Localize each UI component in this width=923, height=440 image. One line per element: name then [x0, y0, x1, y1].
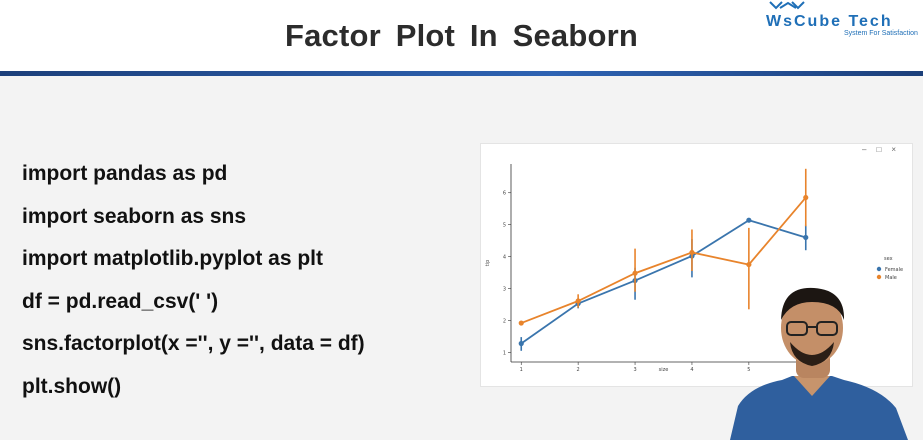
data-point — [632, 270, 638, 276]
logo-text: WsCube Tech — [766, 13, 893, 30]
maximize-button[interactable]: □ — [876, 145, 892, 154]
x-tick-label: 1 — [520, 367, 523, 373]
data-point — [803, 194, 809, 201]
legend-marker — [876, 266, 882, 272]
data-point — [689, 249, 695, 256]
close-button[interactable]: × — [891, 145, 906, 154]
data-point — [746, 261, 752, 268]
code-line: import pandas as pd — [22, 162, 228, 185]
y-tick-label: 2 — [503, 318, 506, 324]
code-line: import matplotlib.pyplot as plt — [22, 247, 323, 271]
window-controls: –□× — [862, 145, 906, 154]
legend-label: Female — [885, 267, 903, 273]
legend-label: Male — [885, 275, 897, 281]
series-line — [520, 219, 807, 345]
y-tick-label: 1 — [503, 350, 506, 356]
x-tick-label: 2 — [577, 367, 580, 373]
code-block: import pandas as pd import seaborn as sn… — [22, 160, 452, 416]
slide-header: Factor Plot In Seaborn WsCube Tech Syste… — [0, 0, 923, 76]
plot-window: –□× 123456123456sizetipsexFemaleMale — [480, 143, 913, 387]
x-tick-label: 5 — [747, 367, 750, 373]
y-tick-label: 3 — [503, 287, 506, 293]
data-point — [575, 298, 581, 304]
code-line: import seaborn as sns — [22, 204, 247, 228]
data-point — [518, 340, 524, 347]
series-line — [520, 196, 807, 324]
data-point — [803, 234, 809, 241]
minimize-button[interactable]: – — [862, 145, 877, 154]
x-axis-label: size — [659, 367, 669, 373]
slide-title: Factor Plot In Seaborn — [284, 18, 639, 53]
legend-title: sex — [884, 256, 893, 262]
x-tick-label: 4 — [690, 367, 693, 373]
y-tick-label: 4 — [503, 255, 506, 261]
y-tick-label: 5 — [503, 223, 506, 229]
code-line: sns.factorplot(x ='', y ='', data = df) — [22, 332, 365, 356]
wscube-logo-icon — [769, 1, 805, 10]
data-point — [518, 320, 524, 326]
x-tick-label: 3 — [633, 367, 636, 373]
logo-tagline: System For Satisfaction — [844, 30, 918, 37]
data-point — [746, 217, 752, 223]
y-axis-label: tip — [485, 260, 491, 267]
presenter-video — [730, 287, 908, 440]
code-line: plt.show() — [22, 374, 122, 398]
factor-plot-chart: 123456123456sizetipsexFemaleMale — [485, 164, 903, 373]
y-tick-label: 6 — [503, 191, 506, 197]
legend-marker — [876, 274, 882, 280]
code-line: df = pd.read_csv(' ') — [22, 289, 219, 313]
header-divider — [0, 71, 923, 76]
